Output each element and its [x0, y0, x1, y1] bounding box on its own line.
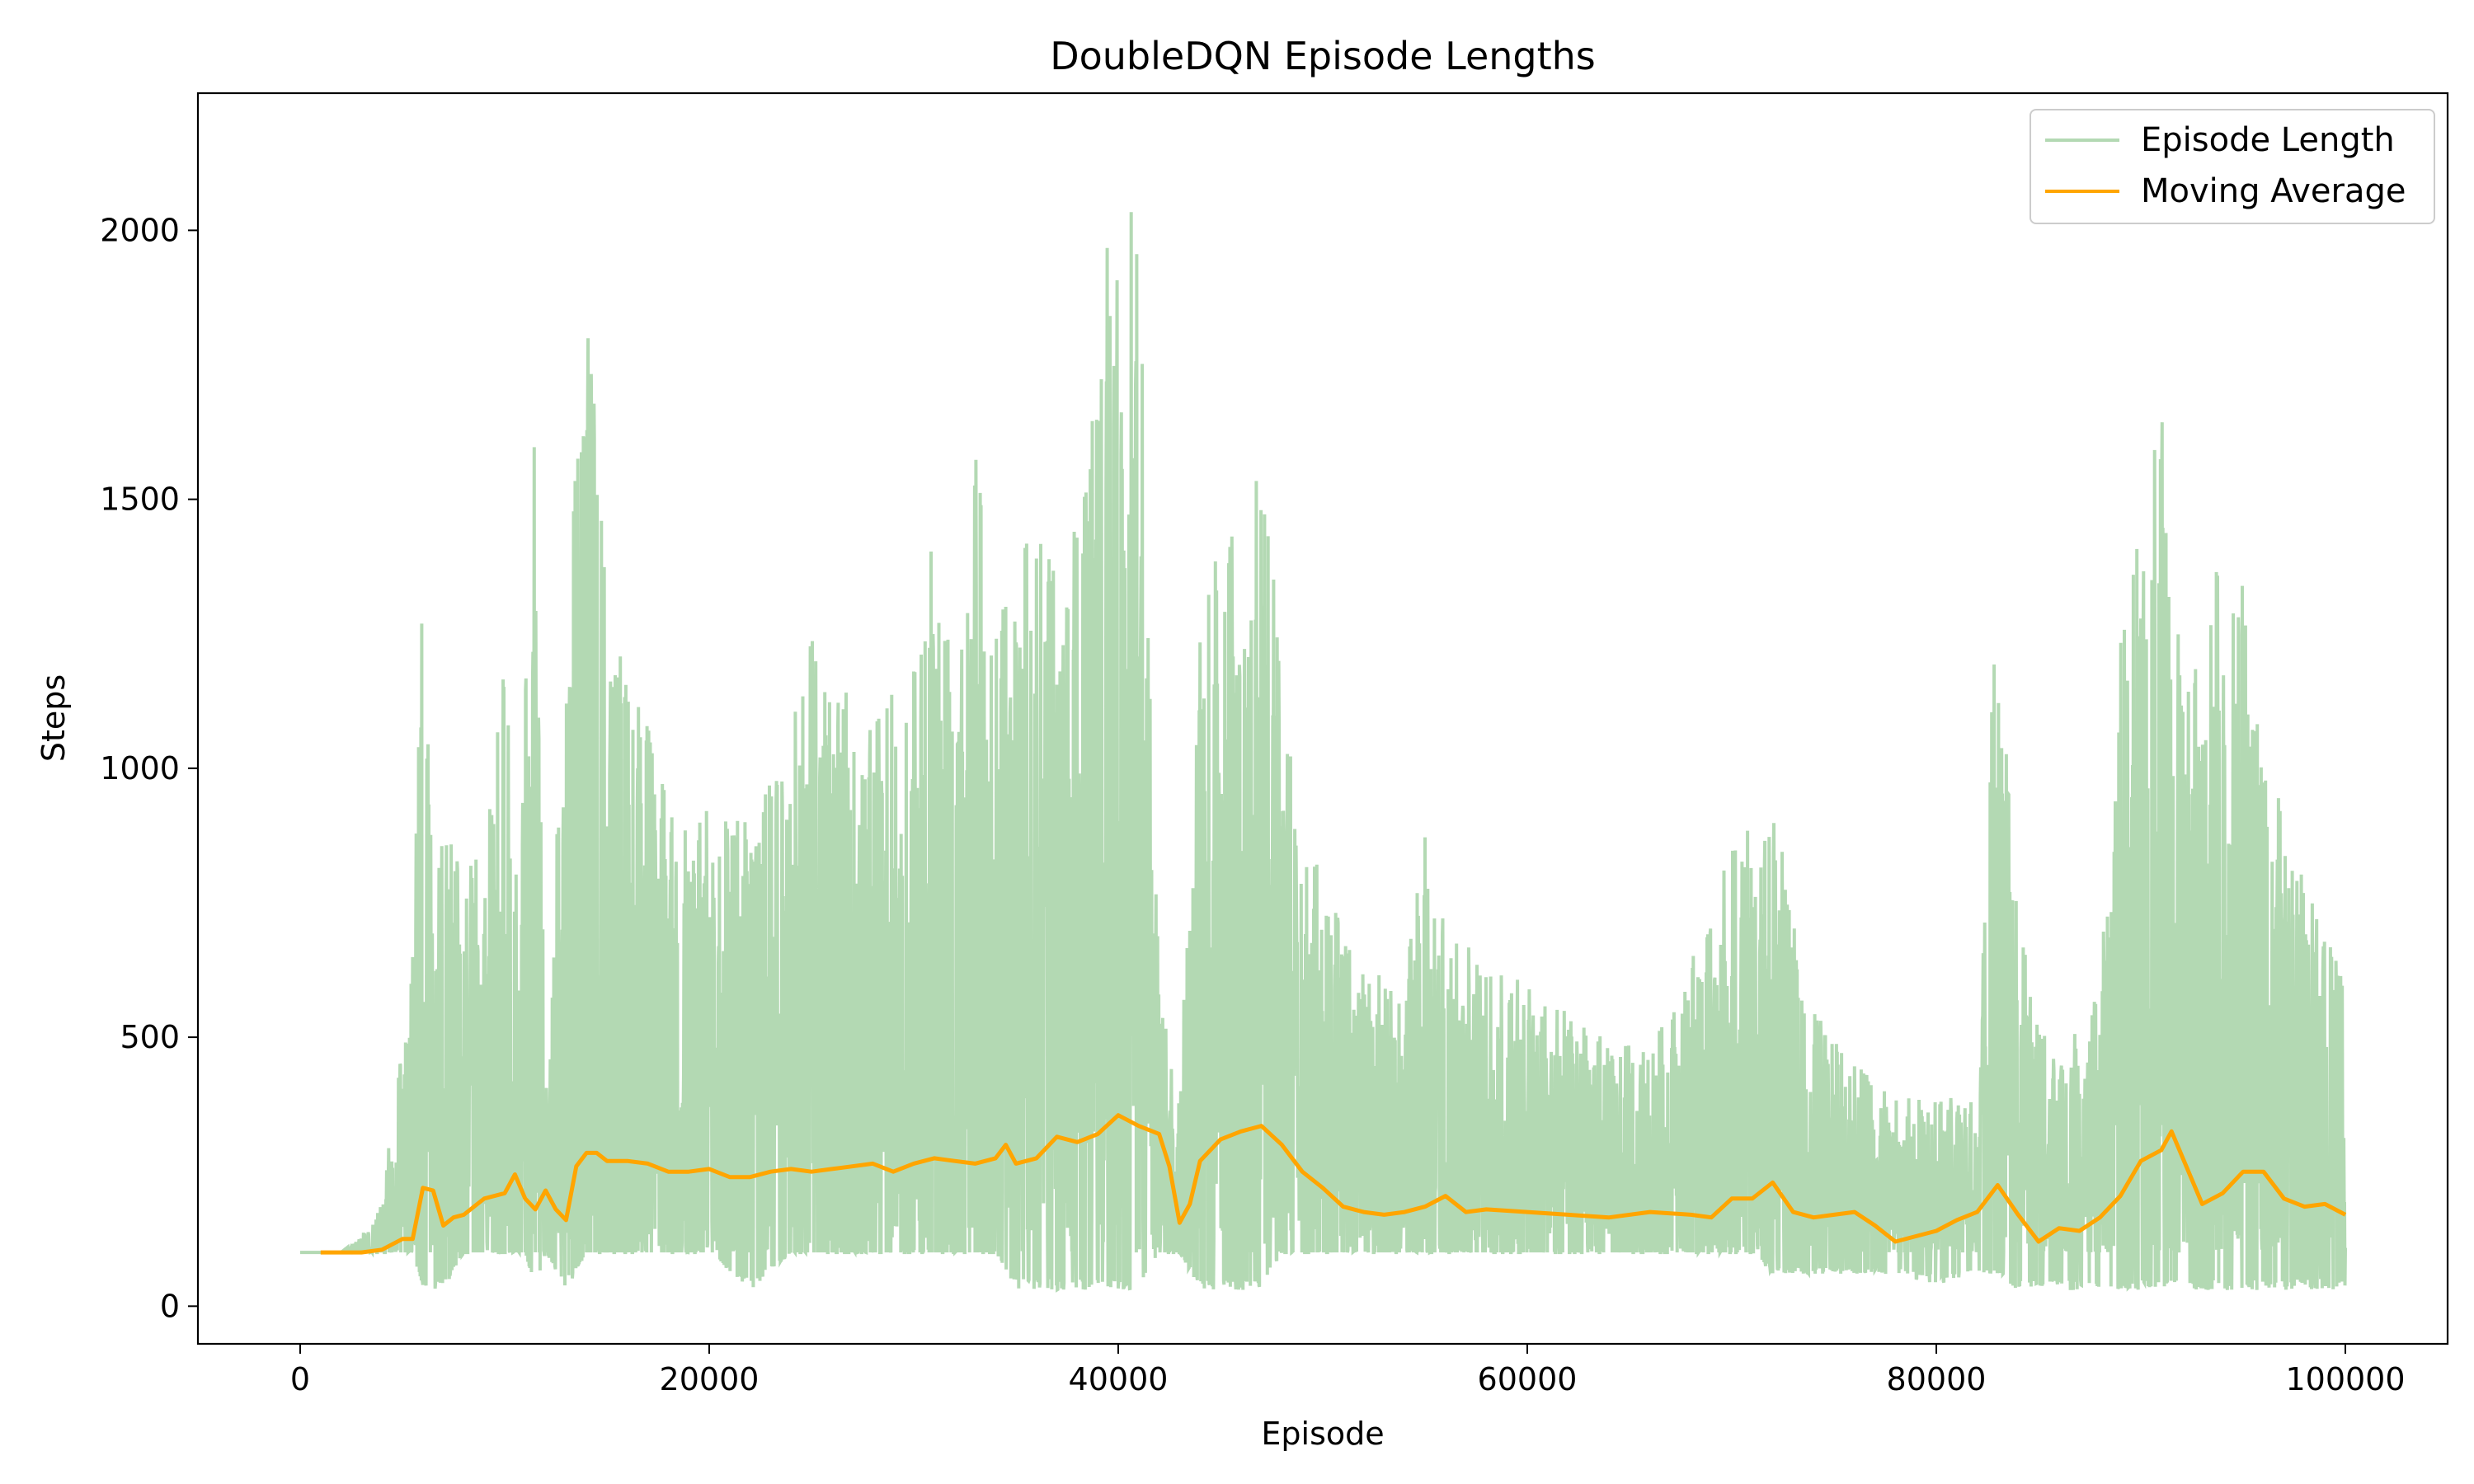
chart-title: DoubleDQN Episode Lengths [1050, 34, 1596, 78]
legend-label-episode-length: Episode Length [2141, 121, 2395, 159]
y-axis-label: Steps [35, 674, 72, 762]
series-line-episode-length [300, 212, 2347, 1293]
x-tick-label: 60000 [1478, 1361, 1578, 1397]
series-layer [300, 212, 2347, 1293]
x-axis: 0 20000 40000 60000 80000 100000 [290, 1344, 2406, 1397]
y-tick-label: 1500 [100, 481, 180, 518]
x-tick-label: 0 [290, 1361, 310, 1397]
x-tick-label: 40000 [1069, 1361, 1169, 1397]
series-line-moving-average [320, 1113, 2347, 1255]
y-tick-label: 500 [120, 1019, 180, 1055]
legend: Episode Length Moving Average [2030, 109, 2435, 224]
y-tick-label: 2000 [100, 212, 180, 248]
y-axis: 0 500 1000 1500 2000 [100, 212, 198, 1324]
x-axis-label: Episode [1261, 1416, 1384, 1452]
legend-box [2030, 109, 2435, 224]
x-tick-label: 20000 [660, 1361, 760, 1397]
x-tick-label: 80000 [1887, 1361, 1987, 1397]
legend-label-moving-average: Moving Average [2141, 172, 2406, 210]
y-tick-label: 1000 [100, 750, 180, 787]
y-tick-label: 0 [160, 1288, 180, 1324]
plot-frame [196, 92, 2449, 1345]
x-tick-label: 100000 [2285, 1361, 2405, 1397]
